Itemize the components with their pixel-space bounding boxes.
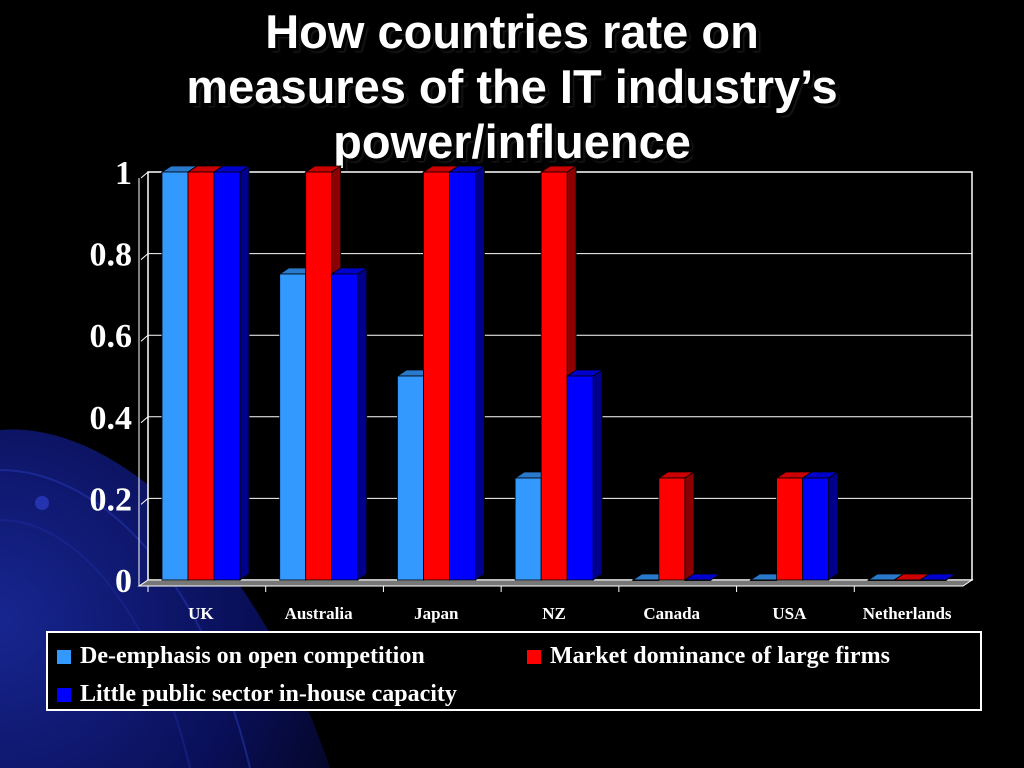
legend-label: De-emphasis on open competition xyxy=(80,643,425,669)
bar-canada-1 xyxy=(632,579,660,581)
y-tick-mark xyxy=(140,253,149,260)
bar-japan-2 xyxy=(423,171,450,581)
legend-label: Market dominance of large firms xyxy=(550,643,890,669)
bar-uk-3 xyxy=(213,171,241,581)
legend-item-de-emphasis: De-emphasis on open competition xyxy=(56,643,425,670)
legend-item-public-sector: Little public sector in-house capacity xyxy=(56,681,457,708)
y-tick-label: 0.4 xyxy=(90,400,133,437)
legend-swatch-blue xyxy=(56,686,72,703)
bar-canada-3 xyxy=(684,579,712,581)
y-tick-label: 0.6 xyxy=(90,318,133,355)
y-tick-mark xyxy=(140,416,149,424)
y-tick-label: 0 xyxy=(115,563,132,600)
bar-australia-3 xyxy=(331,273,359,581)
bar-side xyxy=(828,471,838,581)
legend-swatch-light-blue xyxy=(56,648,72,665)
bar-nz-3 xyxy=(566,375,594,581)
chart-legend: De-emphasis on open competition Market d… xyxy=(46,631,982,711)
bar-side xyxy=(357,267,368,581)
x-tick-label: NZ xyxy=(542,604,566,623)
chart-floor xyxy=(137,579,974,587)
bar-usa-2 xyxy=(776,477,803,581)
y-tick-mark xyxy=(140,334,149,342)
title-line-2: measures of the IT industry’s xyxy=(186,60,838,113)
x-tick-label: Japan xyxy=(414,604,459,623)
bar-side xyxy=(239,165,250,581)
bar-netherlands-1 xyxy=(867,579,895,581)
x-tick-label: Australia xyxy=(285,604,354,623)
x-tick-label: Netherlands xyxy=(863,604,952,623)
bar-japan-1 xyxy=(397,375,424,581)
legend-item-market-dominance: Market dominance of large firms xyxy=(526,643,890,670)
bar-side xyxy=(475,165,485,581)
bar-australia-2 xyxy=(305,171,333,581)
x-tick-label: Canada xyxy=(643,604,700,623)
bar-side xyxy=(684,471,695,581)
bar-uk-1 xyxy=(161,171,189,581)
y-tick-mark xyxy=(140,498,149,505)
y-tick-label: 0.8 xyxy=(90,237,133,274)
x-tick-label: USA xyxy=(772,604,807,623)
bar-netherlands-3 xyxy=(919,579,947,581)
title-line-3: power/influence xyxy=(333,115,691,168)
title-line-1: How countries rate on xyxy=(265,5,759,58)
bar-nz-2 xyxy=(540,171,568,581)
bar-japan-3 xyxy=(449,171,476,581)
legend-label: Little public sector in-house capacity xyxy=(80,681,457,707)
bar-usa-1 xyxy=(750,579,777,581)
bar-usa-3 xyxy=(802,477,829,581)
y-tick-label: 1 xyxy=(115,155,132,192)
bar-netherlands-2 xyxy=(893,579,921,581)
bar-nz-1 xyxy=(514,477,542,581)
y-tick-label: 0.2 xyxy=(90,481,133,518)
y-tick-mark xyxy=(140,171,149,179)
x-tick-label: UK xyxy=(188,604,214,623)
slide-title: How countries rate on measures of the IT… xyxy=(0,4,1024,169)
bar-side xyxy=(592,369,603,581)
bar-canada-2 xyxy=(658,477,686,581)
bar-australia-1 xyxy=(279,273,307,581)
bar-uk-2 xyxy=(187,171,215,581)
legend-swatch-red xyxy=(526,648,542,665)
